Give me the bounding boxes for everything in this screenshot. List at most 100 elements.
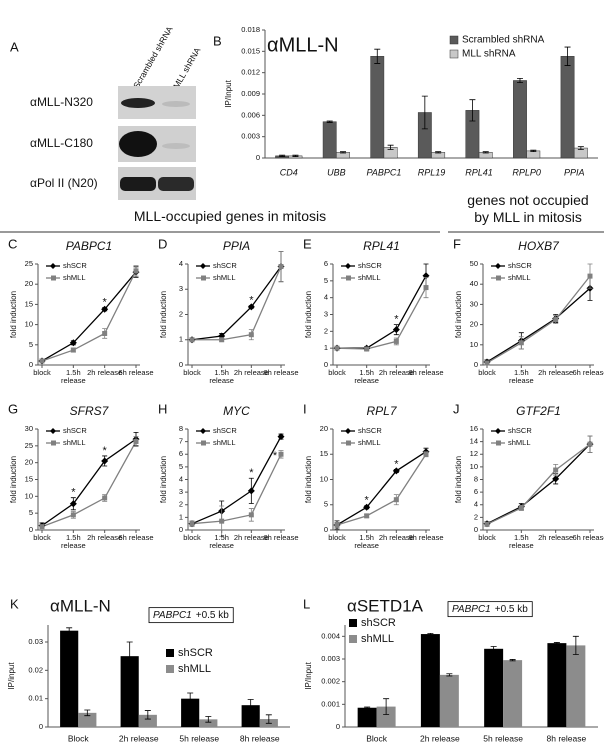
error-bar (469, 99, 476, 122)
point (334, 522, 340, 528)
series-line (336, 287, 427, 350)
series-line (486, 275, 591, 364)
point (393, 338, 399, 344)
legend-marker (200, 263, 206, 269)
y-axis-label: fold induction (454, 291, 463, 338)
annotation-box (148, 607, 234, 624)
y-tick-label: 16 (470, 424, 478, 433)
bar (370, 56, 385, 159)
blot-image (118, 86, 196, 200)
y-tick-label: 0 (29, 525, 33, 534)
significance-mark: * (365, 495, 370, 507)
x-tick-label: 2h release (119, 733, 159, 743)
point (392, 467, 400, 475)
legend-marker (495, 428, 501, 434)
annotation-gene: PABPC1 (452, 604, 491, 615)
y-tick-label: 2 (179, 500, 183, 509)
error-bar (340, 151, 347, 154)
point (277, 433, 285, 441)
point (102, 495, 108, 501)
x-tick-label: block (183, 369, 201, 377)
legend-marker (201, 440, 206, 446)
x-tick-label-box: block (478, 534, 496, 542)
legend-label: shMLL (63, 438, 86, 447)
error-bar (577, 146, 584, 150)
point (278, 451, 284, 457)
panel-letter: F (453, 236, 461, 251)
error-bar (326, 120, 333, 123)
error-bar (482, 151, 489, 154)
point (334, 345, 340, 351)
y-tick-label: 2 (324, 326, 328, 335)
x-tick-label-box: block (478, 369, 496, 377)
error-bar (66, 627, 73, 634)
legend-label: shMLL (213, 273, 236, 282)
legend-label: shSCR (358, 261, 382, 270)
x-tick-label: 1.5h release (61, 369, 86, 385)
legend-label: shSCR (508, 426, 532, 435)
x-tick-label: block (328, 369, 346, 377)
y-tick-label: 40 (470, 279, 478, 288)
chart-title: αMLL-N (267, 34, 339, 56)
significance-mark: * (249, 467, 254, 479)
y-tick-label: 12 (470, 449, 478, 458)
y-tick-label: 10 (320, 474, 328, 483)
point (248, 512, 254, 518)
x-tick-label: RPL19 (418, 167, 446, 177)
x-tick-label: 6h release (572, 534, 604, 542)
y-tick-label: 20 (320, 424, 328, 433)
point (587, 273, 593, 279)
annotation: PABPC1 +0.5 kb (452, 604, 528, 615)
y-tick-label: 15 (25, 474, 33, 483)
x-tick-label: 5h release (483, 733, 523, 743)
x-tick-label: PPIA (564, 167, 585, 177)
x-tick-label-box: block (328, 369, 346, 377)
bar (503, 660, 523, 727)
y-tick-label: 10 (470, 340, 478, 349)
bar (376, 706, 396, 727)
series-line (41, 438, 137, 527)
significance-mark: * (394, 458, 399, 470)
x-tick-label-box: 1.5h release (209, 369, 234, 385)
x-tick-label-box: 2h release (379, 534, 414, 542)
x-tick-label: Block (366, 733, 388, 743)
chart-title: MYC (223, 404, 250, 418)
panel-letter: E (303, 236, 312, 251)
chart-panel: G 0 5 10 15 20 25 30 fold induction SFRS7 * * shSCR s… (8, 401, 140, 534)
x-tick-label-box: 6h release (572, 369, 604, 377)
legend-marker (345, 428, 351, 434)
x-tick-label-box: block (33, 534, 51, 542)
blot-column-label: Scrambled shRNA (131, 24, 175, 90)
x-tick-label-box: block (328, 534, 346, 542)
bar (138, 714, 157, 727)
error-bar (490, 646, 497, 652)
point (393, 497, 399, 503)
y-tick-label: 5 (29, 508, 33, 517)
chart-title: RPL7 (366, 404, 397, 418)
legend-label: shMLL (361, 633, 394, 645)
legend-marker (346, 275, 351, 281)
panel-letter: G (8, 401, 18, 416)
error-bar (247, 699, 254, 712)
y-axis-label: IP/Input (304, 661, 313, 689)
x-tick-label: 2h release (87, 369, 123, 377)
bar (120, 656, 139, 727)
y-tick-label: 0.004 (321, 631, 340, 640)
y-tick-label: 3 (179, 284, 183, 293)
x-tick-label: block (33, 534, 51, 542)
point (552, 475, 560, 483)
significance-mark: * (394, 314, 399, 326)
chart-title: GTF2F1 (516, 404, 561, 418)
point (364, 346, 370, 352)
x-tick-label: 2h release (87, 534, 123, 542)
legend-label: shMLL (63, 273, 86, 282)
x-tick-label: 1.5h release (509, 369, 534, 385)
legend-marker (200, 428, 206, 434)
y-tick-label: 1 (179, 512, 183, 521)
y-tick-label: 0.002 (321, 677, 340, 686)
panel-letter: D (158, 236, 167, 251)
y-tick-label: 2 (179, 309, 183, 318)
y-tick-label: 10 (25, 320, 33, 329)
bar (547, 643, 567, 727)
